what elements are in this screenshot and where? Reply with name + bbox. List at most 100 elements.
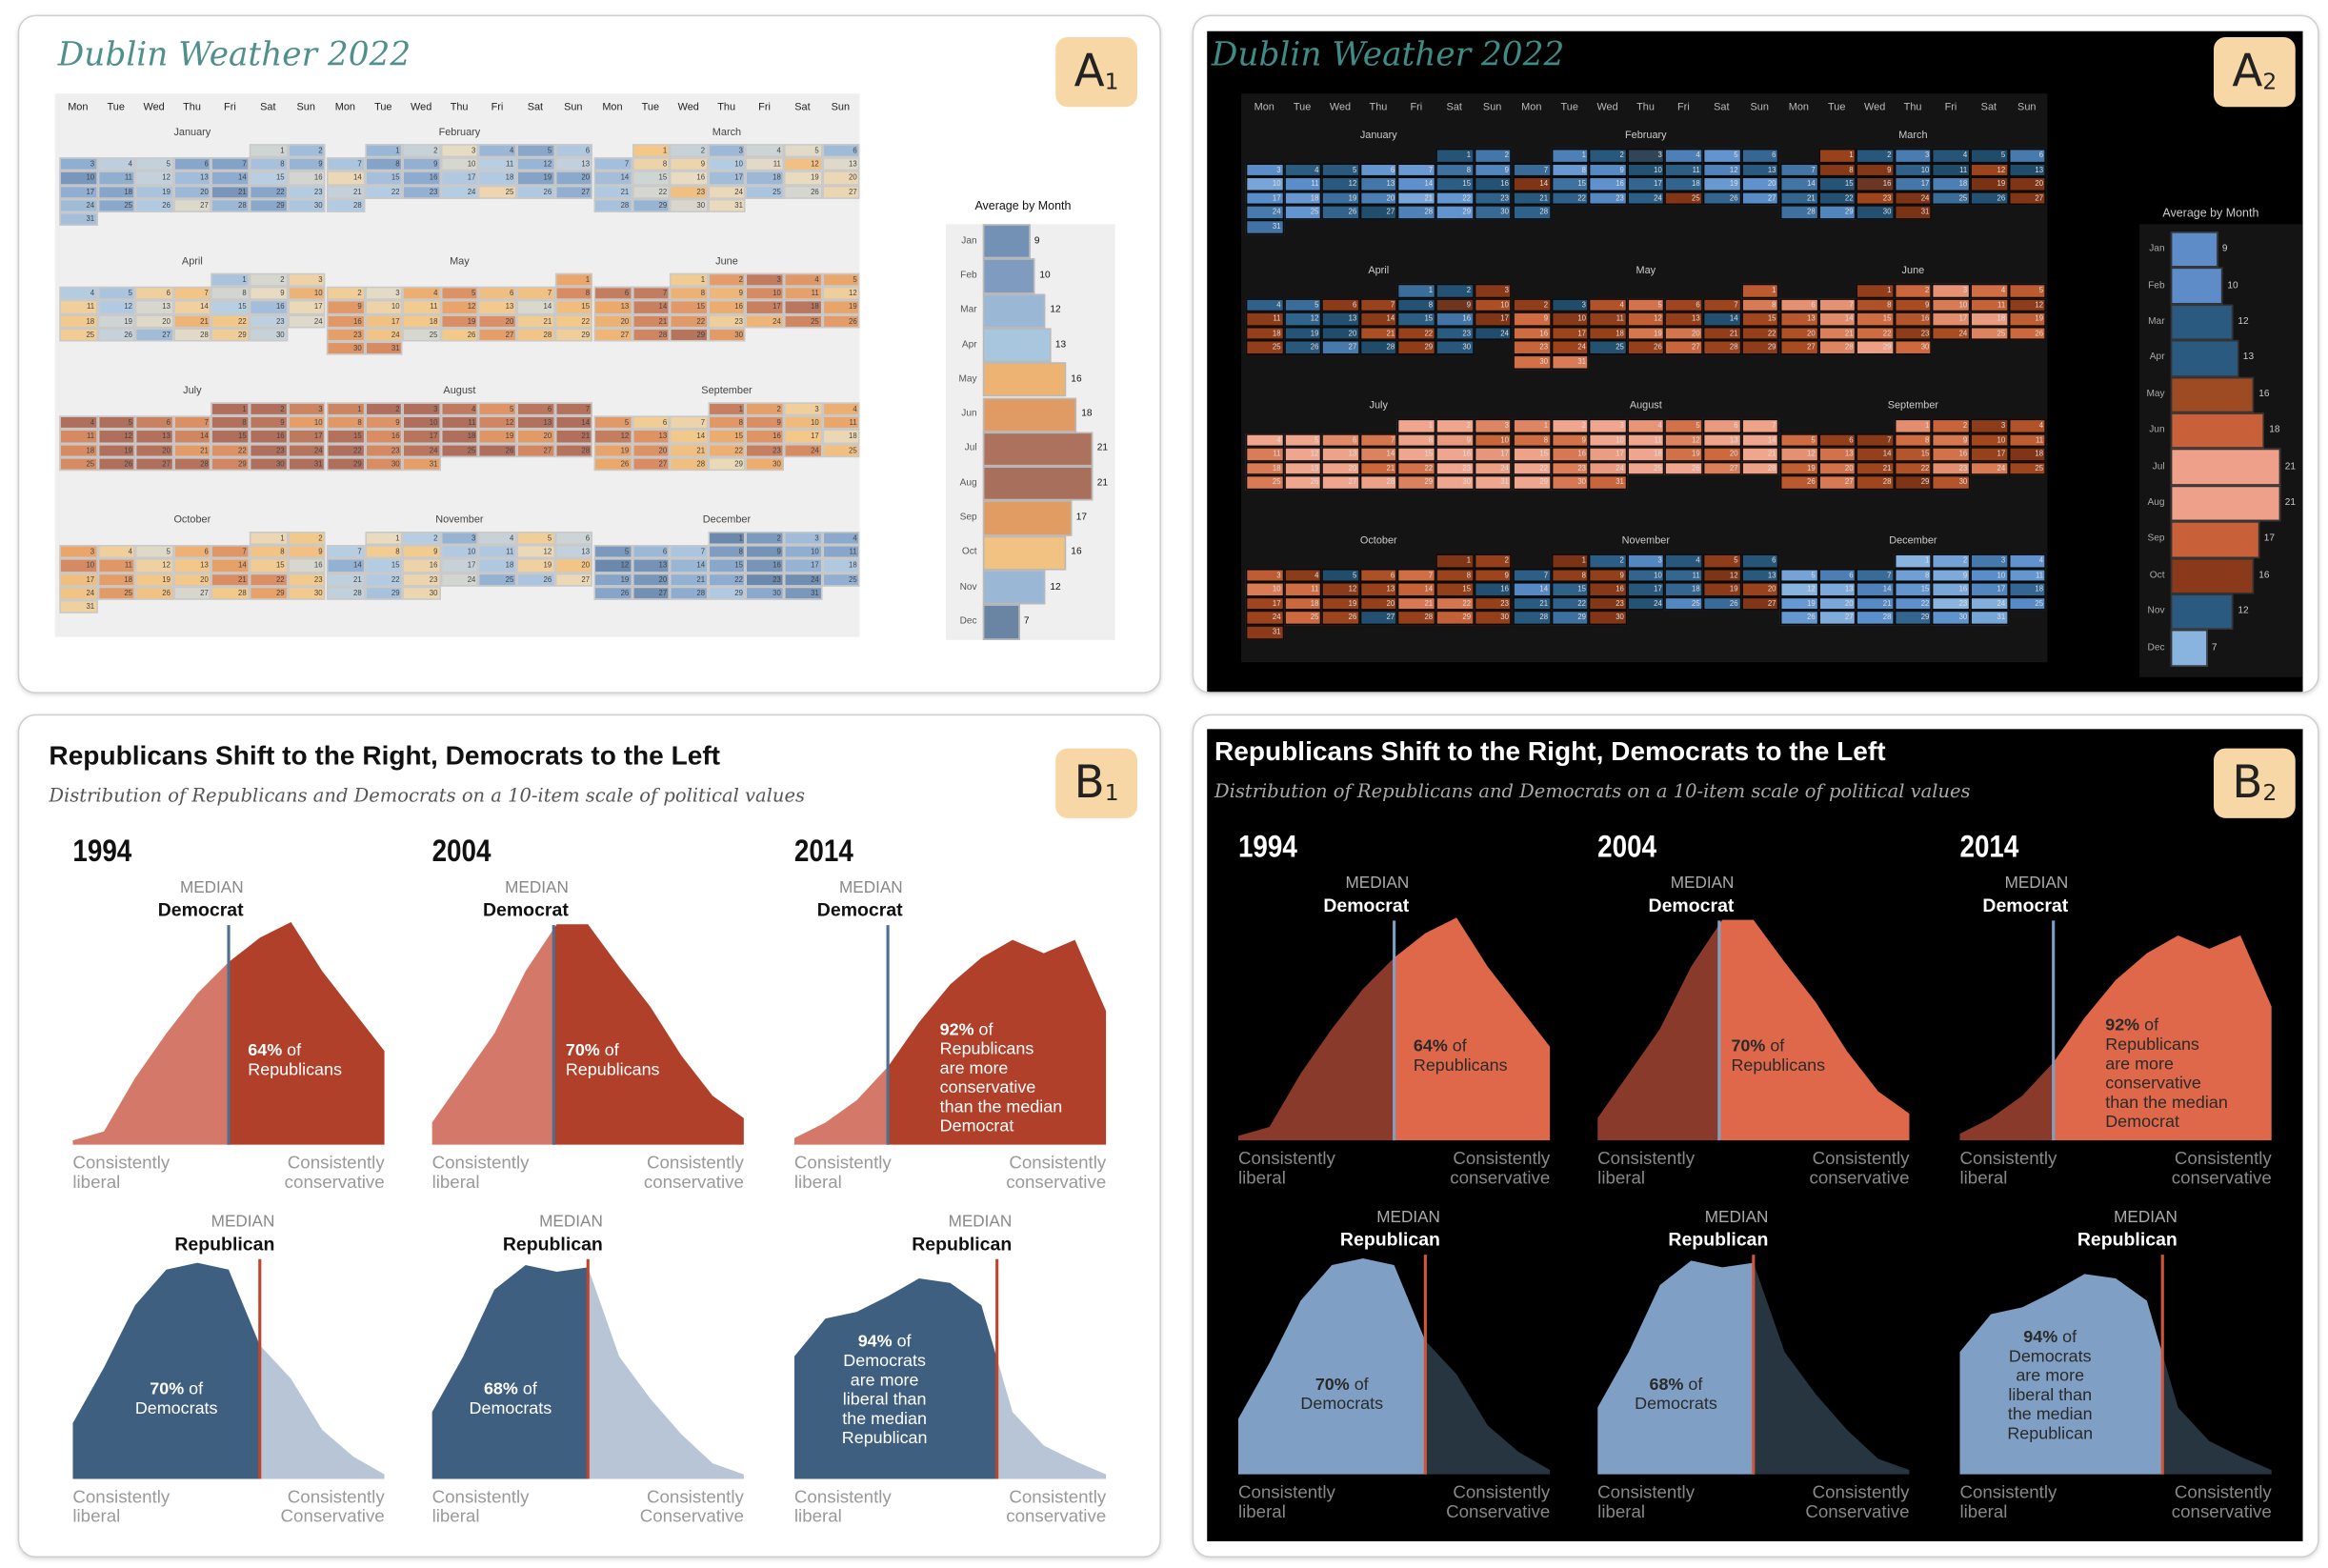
calendar-day-cell: 7 — [326, 157, 365, 171]
distribution-annotation: 68% of Democrats — [1635, 1376, 1717, 1414]
weekday-label: Thu — [1369, 102, 1388, 113]
calendar-day-cell: 14 — [593, 171, 632, 186]
calendar-day-cell: 17 — [287, 300, 326, 314]
distribution-annotation: 70% of Republicans — [1731, 1037, 1826, 1075]
calendar-day-cell: 14 — [1817, 312, 1856, 327]
calendar-day-cell: 14 — [173, 430, 211, 444]
bar-value-label: 16 — [2258, 570, 2270, 581]
calendar-day-cell: 21 — [1359, 326, 1398, 341]
axis-label-line: Consistently — [72, 1152, 171, 1174]
calendar-day-cell: 9 — [746, 415, 784, 431]
calendar-day-cell: 25 — [1932, 191, 1971, 206]
calendar-day-cell: 13 — [2008, 162, 2047, 177]
bar — [2170, 485, 2281, 522]
median-party-label: Republican — [174, 1234, 275, 1256]
axis-label-line: conservative — [2171, 1500, 2272, 1522]
calendar-day-cell: 9 — [287, 545, 326, 559]
calendar-day-cell: 26 — [440, 328, 479, 342]
axis-label-line: Consistently — [1812, 1481, 1910, 1503]
calendar-day-cell: 17 — [59, 573, 98, 587]
calendar-day-cell: 25 — [97, 586, 136, 600]
bar-month-label: Mar — [2148, 316, 2165, 327]
calendar-day-cell: 4 — [1627, 418, 1665, 433]
calendar-day-cell: 14 — [1397, 176, 1436, 191]
calendar-day-cell: 22 — [364, 573, 403, 587]
calendar-day-cell: 21 — [593, 185, 632, 199]
calendar-day-cell: 9 — [1856, 162, 1895, 177]
month-label: November — [435, 514, 484, 526]
panel-b1-politics-light: Republicans Shift to the Right, Democrat… — [17, 714, 1161, 1558]
calendar-day-cell: 26 — [1779, 475, 1818, 491]
calendar-day-cell: 18 — [1245, 326, 1284, 341]
calendar-day-cell: 6 — [593, 287, 632, 301]
calendar-day-cell: 7 — [173, 415, 211, 431]
calendar-day-cell: 29 — [1817, 205, 1856, 220]
weekday-label: Sun — [831, 102, 851, 113]
annotation-line: are more — [2105, 1055, 2174, 1074]
annotation-line: liberal than — [842, 1391, 927, 1410]
calendar-day-cell: 13 — [173, 558, 211, 573]
panel-b2-politics-dark: Republicans Shift to the Right, Democrat… — [1192, 714, 2319, 1558]
calendar-day-cell: 5 — [97, 415, 136, 431]
bar-value-label: 17 — [2263, 533, 2276, 545]
calendar-day-cell: 19 — [97, 313, 136, 329]
calendar-day-cell: 22 — [670, 313, 709, 329]
bar — [2170, 231, 2218, 269]
axis-label-liberal: Consistently liberal — [72, 1487, 170, 1527]
calendar-day-cell: 5 — [1702, 148, 1741, 163]
bar — [982, 328, 1052, 363]
calendar-day-cell: 18 — [440, 430, 479, 444]
calendar-day-cell: 27 — [1359, 205, 1398, 220]
median-party-label: Republican — [1668, 1229, 1769, 1251]
median-label: MEDIAN — [179, 878, 244, 897]
calendar-day-cell: 12 — [1779, 582, 1818, 597]
calendar-day-cell: 10 — [59, 171, 98, 186]
calendar-day-cell: 12 — [1702, 568, 1741, 583]
calendar-day-cell: 27 — [135, 456, 174, 472]
axis-label-line: Consistently — [2174, 1147, 2272, 1169]
calendar-day-cell: 1 — [708, 402, 747, 416]
calendar-day-cell: 22 — [708, 443, 747, 457]
badge-sub: 2 — [2262, 68, 2278, 95]
calendar-day-cell: 27 — [478, 328, 517, 342]
median-label: MEDIAN — [948, 1213, 1013, 1232]
calendar-day-cell: 8 — [1551, 568, 1590, 583]
calendar-day-cell: 10 — [1245, 582, 1284, 597]
calendar-day-cell: 15 — [1817, 176, 1856, 191]
badge-letter: A — [2232, 46, 2263, 98]
calendar-day-cell: 14 — [326, 171, 365, 186]
calendar-day-cell: 2 — [402, 532, 441, 546]
month-label: June — [715, 256, 738, 268]
calendar-day-cell: 13 — [1359, 176, 1398, 191]
calendar-day-cell: 29 — [211, 456, 250, 472]
calendar-day-cell: 26 — [1321, 611, 1360, 626]
weekday-label: Wed — [1329, 102, 1352, 113]
calendar-day-cell: 7 — [516, 287, 555, 301]
calendar-day-cell: 30 — [1435, 475, 1475, 491]
calendar-day-cell: 27 — [173, 586, 211, 600]
calendar-day-cell: 19 — [1702, 176, 1741, 191]
calendar-day-cell: 8 — [1397, 432, 1436, 448]
calendar-day-cell: 9 — [1551, 432, 1590, 448]
bar-month-label: Jan — [2149, 243, 2165, 254]
calendar-day-cell: 2 — [249, 272, 288, 288]
median-label: MEDIAN — [2004, 874, 2069, 893]
calendar-day-cell: 28 — [1856, 475, 1895, 491]
axis-label-liberal: Consistently liberal — [1597, 1482, 1695, 1522]
weekday-label: Mon — [68, 102, 89, 113]
axis-label-line: liberal — [72, 1505, 121, 1527]
distribution-area — [793, 1258, 1107, 1479]
month-label: February — [1624, 131, 1667, 142]
weekday-label: Tue — [1828, 102, 1846, 113]
calendar-day-cell: 13 — [1359, 582, 1398, 597]
calendar-day-cell: 30 — [249, 456, 288, 472]
weekday-label: Thu — [1903, 102, 1922, 113]
calendar-day-cell: 30 — [1856, 205, 1895, 220]
axis-label-liberal: Consistently liberal — [1959, 1482, 2057, 1522]
area-left-of-median — [72, 1262, 260, 1479]
calendar-day-cell: 27 — [1740, 191, 1779, 206]
annotation-line: Republicans — [939, 1040, 1034, 1059]
axis-label-conservative: Consistently conservative — [1006, 1153, 1106, 1193]
axis-label-line: Conservative — [280, 1505, 385, 1527]
area-right-of-median — [553, 924, 744, 1145]
